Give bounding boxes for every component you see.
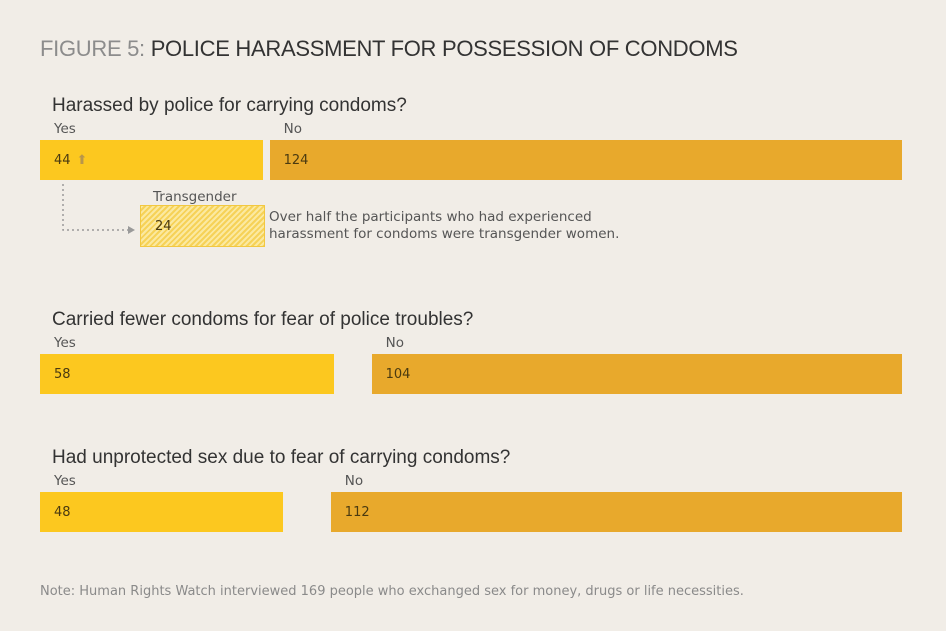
yes-bar: 44 ⬆ [40,140,264,180]
transgender-annotation: Over half the participants who had exper… [269,209,619,243]
transgender-bar: 24 [140,205,265,247]
yes-bar: 58 [40,354,335,394]
yes-value: 48 [54,504,71,520]
no-value: 124 [283,152,309,168]
no-bar: 124 [269,140,902,180]
no-label: No [344,473,364,489]
figure-number: FIGURE 5: [40,36,145,61]
question-label: Had unprotected sex due to fear of carry… [52,447,511,468]
yes-label: Yes [54,121,76,137]
question-label: Carried fewer condoms for fear of police… [52,309,474,330]
chart-title: FIGURE 5: POLICE HARASSMENT FOR POSSESSI… [40,36,738,62]
footnote: Note: Human Rights Watch interviewed 169… [40,584,744,599]
no-bar: 112 [330,492,902,532]
transgender-label: Transgender [153,189,237,205]
annotation-line-2: harassment for condoms were transgender … [269,226,620,242]
yes-bar: 48 [40,492,284,532]
no-label: No [385,335,404,351]
yes-value: 58 [54,366,71,382]
connector-arrow [62,184,135,234]
question-label: Harassed by police for carrying condoms? [52,95,407,116]
no-value: 104 [385,366,411,382]
no-value: 112 [344,504,370,520]
no-label: No [283,121,302,137]
transgender-value: 24 [155,218,172,234]
no-bar: 104 [371,354,902,394]
figure-title: POLICE HARASSMENT FOR POSSESSION OF COND… [150,36,738,61]
yes-value: 44 [54,152,71,168]
arrow-up-icon: ⬆ [76,152,88,168]
yes-label: Yes [54,473,76,489]
yes-label: Yes [54,335,76,351]
annotation-line-1: Over half the participants who had exper… [269,209,592,225]
